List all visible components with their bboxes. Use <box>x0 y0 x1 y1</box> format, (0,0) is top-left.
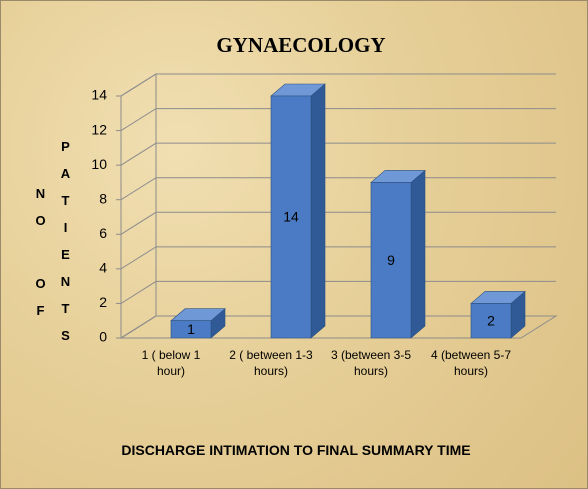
x-tick-label: 4 (between 5-7 hours) <box>430 348 512 378</box>
bar <box>270 83 326 339</box>
y-tick-label: 14 <box>91 87 107 103</box>
y-tick-label: 10 <box>91 156 107 172</box>
bar <box>370 169 426 339</box>
bar-front <box>270 95 312 339</box>
y-tick-label: 8 <box>99 190 107 206</box>
grid-line <box>120 108 556 131</box>
data-label: 14 <box>283 209 299 225</box>
y-tick-label: 4 <box>99 260 107 276</box>
grid-line <box>120 211 556 235</box>
bar <box>470 290 526 339</box>
y-tick-label: 0 <box>99 329 107 345</box>
data-label: 9 <box>387 252 395 268</box>
y-tick-label: 6 <box>99 225 107 241</box>
y-axis-title: OF <box>33 276 48 330</box>
x-axis-title: DISCHARGE INTIMATION TO FINAL SUMMARY TI… <box>121 442 471 458</box>
grid-line <box>120 73 556 97</box>
x-tick-label: 3 (between 3-5 hours) <box>330 348 412 378</box>
bar-side <box>310 83 326 339</box>
back-wall <box>120 73 157 339</box>
y-axis-title: PATIENTS <box>58 139 73 355</box>
y-tick-label: 12 <box>91 121 107 137</box>
grid-line <box>120 246 556 270</box>
bar-side <box>410 169 426 339</box>
bar-front <box>370 182 412 339</box>
bar-front <box>170 320 212 339</box>
data-label: 1 <box>187 321 195 337</box>
data-label: 2 <box>487 312 495 328</box>
chart-title: GYNAECOLOGY <box>216 33 385 57</box>
bar <box>170 308 226 339</box>
y-tick-label: 2 <box>99 294 107 310</box>
x-tick-label: 2 ( between 1-3 hours) <box>229 348 313 378</box>
grid-line <box>120 177 556 201</box>
y-axis-title: NO <box>33 186 48 240</box>
bar-front <box>470 303 512 339</box>
x-tick-label: 1 ( below 1 hour) <box>141 348 201 378</box>
grid-line <box>120 142 556 166</box>
